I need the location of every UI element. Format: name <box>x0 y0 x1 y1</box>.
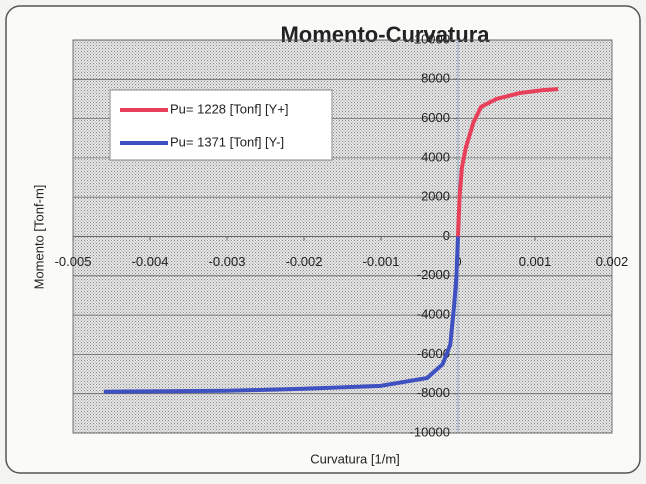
y-tick-label: -6000 <box>417 346 450 361</box>
x-tick-label: -0.002 <box>286 254 323 269</box>
y-tick-label: 6000 <box>421 110 450 125</box>
legend-label: Pu= 1371 [Tonf] [Y-] <box>170 134 284 149</box>
x-axis-label: Curvatura [1/m] <box>310 451 400 466</box>
x-tick-label: 0.001 <box>519 254 552 269</box>
series-line <box>103 236 460 394</box>
x-tick-label: -0.003 <box>209 254 246 269</box>
y-tick-label: 0 <box>443 228 450 243</box>
series-line <box>456 87 559 237</box>
x-tick-label: 0.002 <box>596 254 629 269</box>
y-axis-label: Momento [Tonf-m] <box>31 185 46 290</box>
chart-title: Momento-Curvatura <box>280 22 490 47</box>
y-tick-label: -2000 <box>417 267 450 282</box>
y-tick-label: 4000 <box>421 149 450 164</box>
y-tick-label: -10000 <box>410 424 450 439</box>
legend <box>109 89 333 161</box>
x-tick-label: -0.004 <box>132 254 169 269</box>
y-tick-label: -4000 <box>417 307 450 322</box>
y-tick-label: 10000 <box>414 31 450 46</box>
y-tick-label: 8000 <box>421 71 450 86</box>
x-tick-label: -0.005 <box>55 254 92 269</box>
y-tick-label: 2000 <box>421 189 450 204</box>
x-tick-label: -0.001 <box>363 254 400 269</box>
legend-label: Pu= 1228 [Tonf] [Y+] <box>170 101 289 116</box>
y-tick-label: -8000 <box>417 385 450 400</box>
